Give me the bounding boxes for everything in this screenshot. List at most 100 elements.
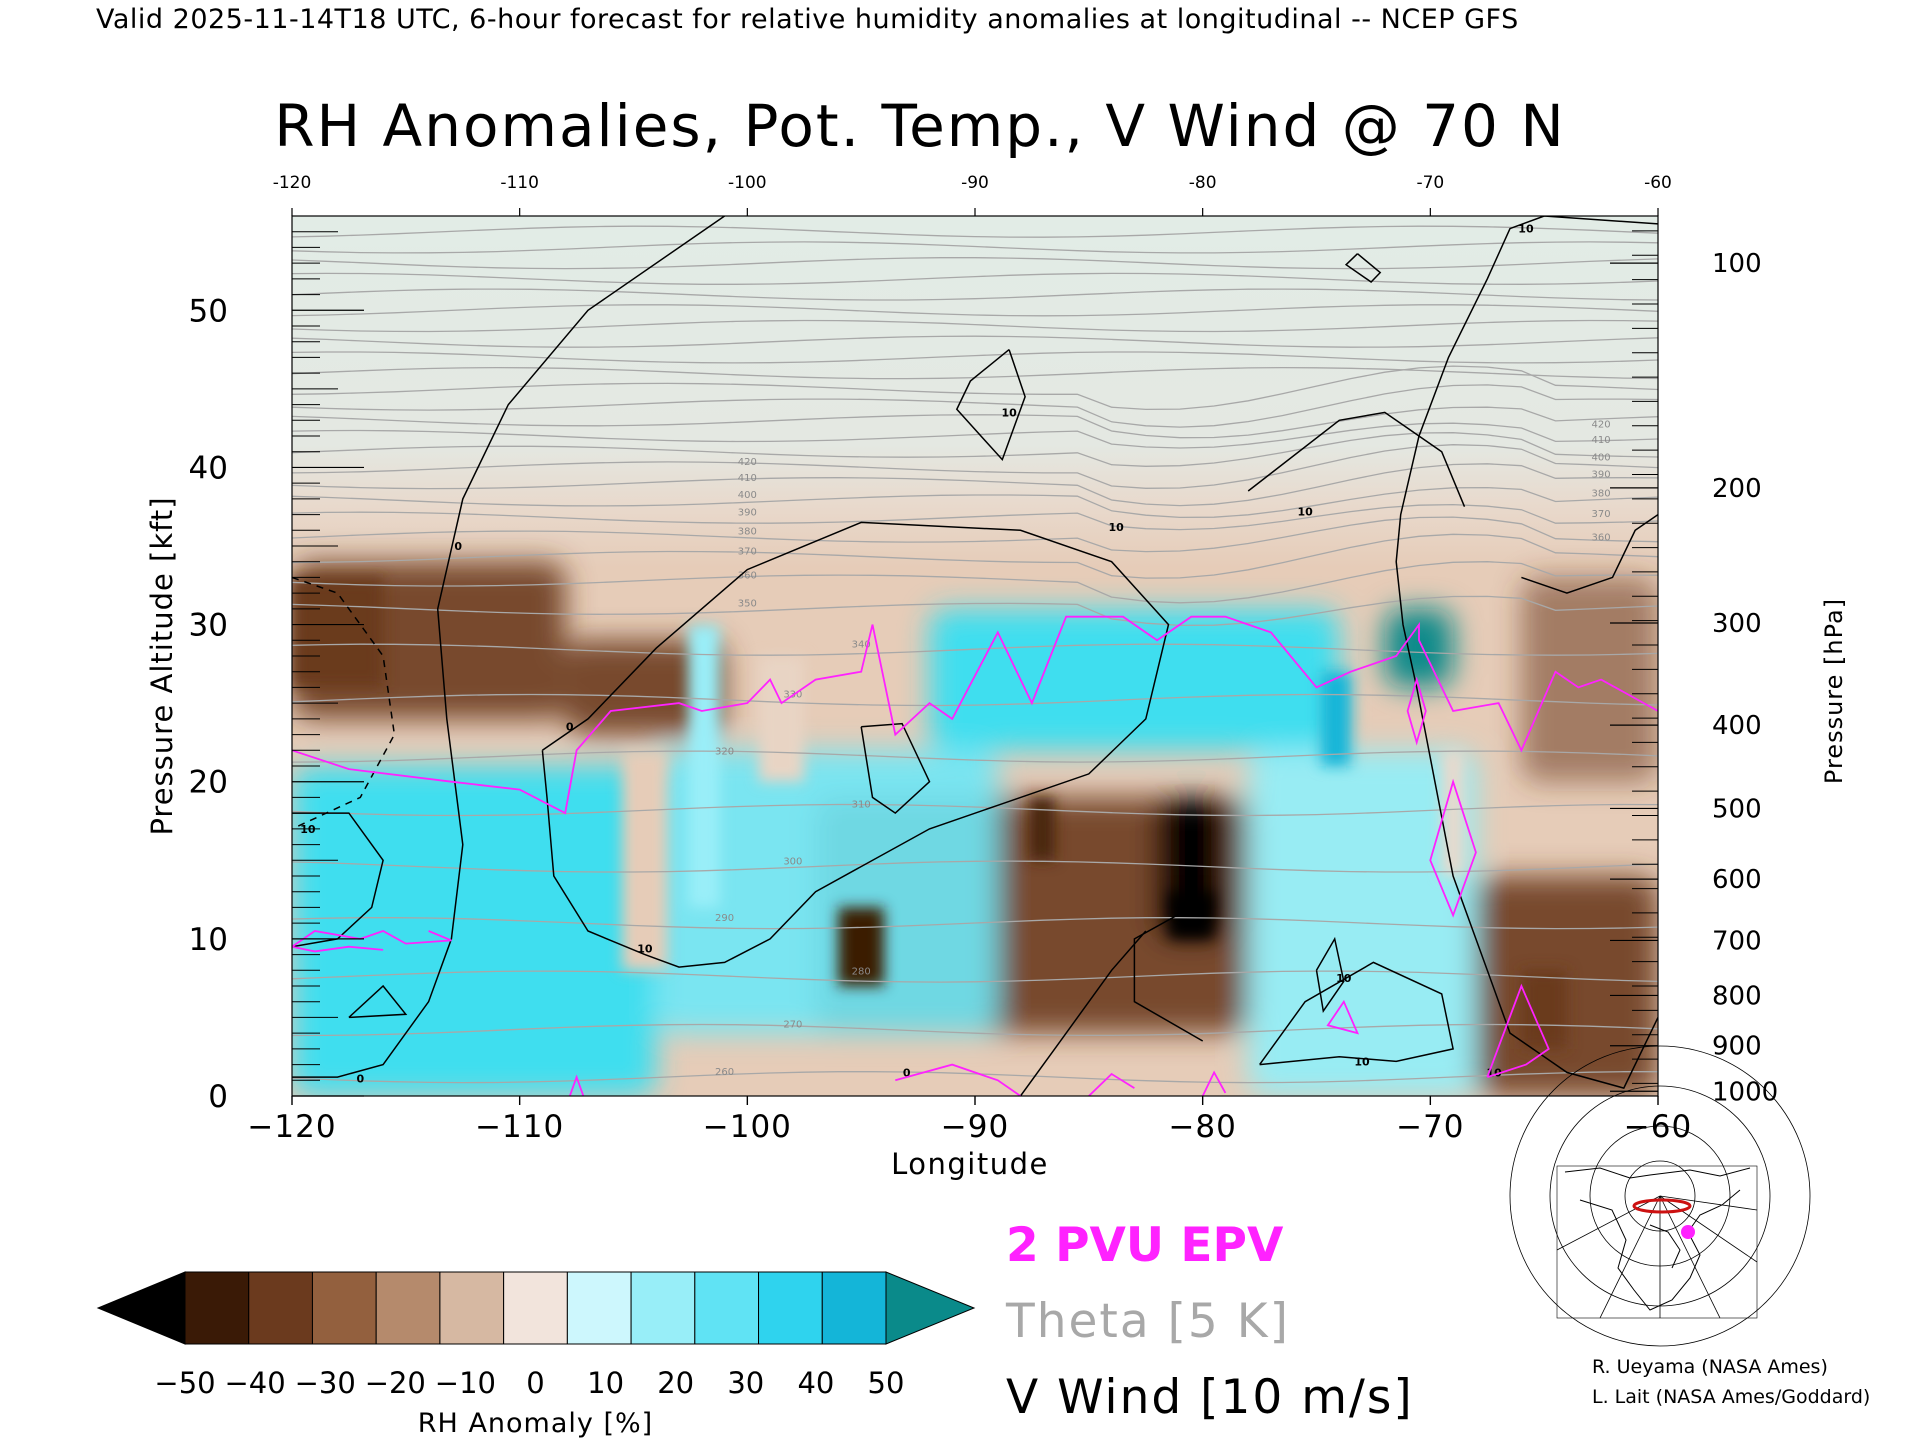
theta-label: 400 [738, 490, 757, 501]
pressure-tick-label: 400 [1712, 711, 1762, 741]
rh-feature-dry [1521, 577, 1658, 782]
header-text: Valid 2025-11-14T18 UTC, 6-hour forecast… [96, 4, 1519, 35]
theta-line [292, 241, 1658, 254]
theta-label: 390 [738, 507, 757, 518]
rh-streak [1441, 750, 1465, 876]
map-section-line [1632, 1198, 1692, 1214]
pressure-tick-label: 500 [1712, 794, 1762, 824]
pressure-tick-label: 100 [1712, 249, 1762, 279]
theta-label: 340 [852, 639, 871, 650]
x-top-tick-label: -120 [273, 173, 312, 193]
theta-line [292, 365, 1658, 411]
credit-line-1: R. Ueyama (NASA Ames) [1592, 1356, 1828, 1378]
rh-feature-moist_extreme [1384, 608, 1454, 688]
colorbar-over-arrow [885, 1271, 976, 1345]
theta-label: 410 [1592, 435, 1611, 446]
wind-contour [1019, 930, 1147, 1096]
colorbar-bin [630, 1271, 696, 1345]
plot-axes: −120 -120 −110 -110 −100 -100 −90 -90 −80 -80 −70 -… [145, 173, 1848, 1181]
colorbar-tick-label: 50 [868, 1366, 905, 1400]
wind-contour [860, 722, 931, 815]
theta-line [292, 643, 1658, 656]
theta-label: 370 [738, 547, 757, 558]
theta-label: 310 [852, 800, 871, 811]
theta-line [292, 1071, 1658, 1084]
theta-line [292, 486, 1658, 519]
pressure-tick-label: 1000 [1712, 1077, 1778, 1107]
credit-line-2: L. Lait (NASA Ames/Goddard) [1592, 1386, 1871, 1408]
y-tick-label: 40 [189, 450, 228, 486]
x-top-tick-label: -80 [1189, 173, 1217, 193]
theta-line [292, 444, 1658, 489]
theta-line [292, 225, 1658, 238]
pressure-tick-label: 800 [1712, 981, 1762, 1011]
rh-feature-dry [565, 640, 725, 735]
epv-line [1201, 1070, 1227, 1096]
wind-contour-label: 10 [1001, 406, 1017, 419]
wind-contour-label: 0 [903, 1066, 911, 1079]
wind-contour [541, 521, 1170, 968]
rh-feature-moist [929, 608, 1340, 751]
map-meridian [1659, 1195, 1758, 1263]
theta-line [292, 561, 1658, 604]
colorbar-bin [694, 1271, 760, 1345]
rh-anomaly-field [292, 216, 1658, 1096]
pressure-tick-label: 700 [1712, 926, 1762, 956]
theta-line [292, 384, 1658, 428]
theta-line [292, 595, 1658, 627]
theta-line [292, 516, 1658, 553]
x-tick-label: −70 [1396, 1109, 1464, 1145]
x-tick-label: −60 [1624, 1109, 1692, 1145]
rh-streak [1521, 970, 1567, 1049]
pressure-tick-label: 200 [1712, 474, 1762, 504]
epv-line [1088, 1072, 1135, 1096]
theta-line [292, 1023, 1658, 1037]
wind-contour [1344, 253, 1382, 283]
colorbar-tick-label: 30 [727, 1366, 764, 1400]
theta-line [292, 422, 1658, 449]
colorbar-tick-label: −40 [224, 1366, 285, 1400]
colorbar-bin [248, 1271, 313, 1345]
wind-contour [1133, 906, 1204, 1042]
theta-line [292, 533, 1658, 579]
theta-line [292, 272, 1658, 285]
rh-feature-moist [292, 766, 657, 1096]
theta-label: 320 [715, 746, 734, 757]
theta-label: 360 [738, 570, 757, 581]
epv-line [1429, 778, 1477, 918]
colorbar-tick-label: −30 [295, 1366, 356, 1400]
colorbar-bin [758, 1271, 823, 1345]
field-details [292, 577, 1567, 1049]
colorbar-bin [375, 1271, 441, 1345]
theta-label: 420 [1592, 419, 1611, 430]
theta-line [292, 406, 1658, 439]
wind-contour-label: 10 [637, 942, 653, 955]
rh-streak [1029, 797, 1055, 861]
wind-contour [348, 984, 408, 1019]
colorbar-bin [311, 1271, 377, 1345]
x-top-tick-label: -90 [961, 173, 989, 193]
theta-label: 360 [1592, 533, 1611, 544]
epv-line [895, 1063, 1022, 1096]
x-tick-label: −80 [1168, 1109, 1236, 1145]
wind-contour [1395, 216, 1658, 1089]
epv-line [292, 930, 452, 948]
x-tick-label: −90 [941, 1109, 1009, 1145]
rh-streak [688, 624, 721, 908]
colorbar-tick-label: 0 [526, 1366, 544, 1400]
colorbar-tick-label: 10 [587, 1366, 624, 1400]
map-meridian [1659, 1195, 1721, 1319]
epv-contour [292, 615, 1658, 1096]
theta-line [292, 257, 1658, 270]
y-tick-label: 10 [189, 922, 228, 958]
legend-theta: Theta [5 K] [1006, 1294, 1290, 1349]
colorbar-tick-label: 20 [657, 1366, 694, 1400]
colorbar-tick-label: −10 [435, 1366, 496, 1400]
x-top-tick-label: -110 [500, 173, 539, 193]
colorbar-tick-label: −20 [365, 1366, 426, 1400]
wind-contour-label: 0 [566, 721, 574, 734]
wind-contour [1258, 961, 1454, 1066]
theta-line [292, 463, 1658, 507]
rh-streak [1321, 671, 1351, 766]
